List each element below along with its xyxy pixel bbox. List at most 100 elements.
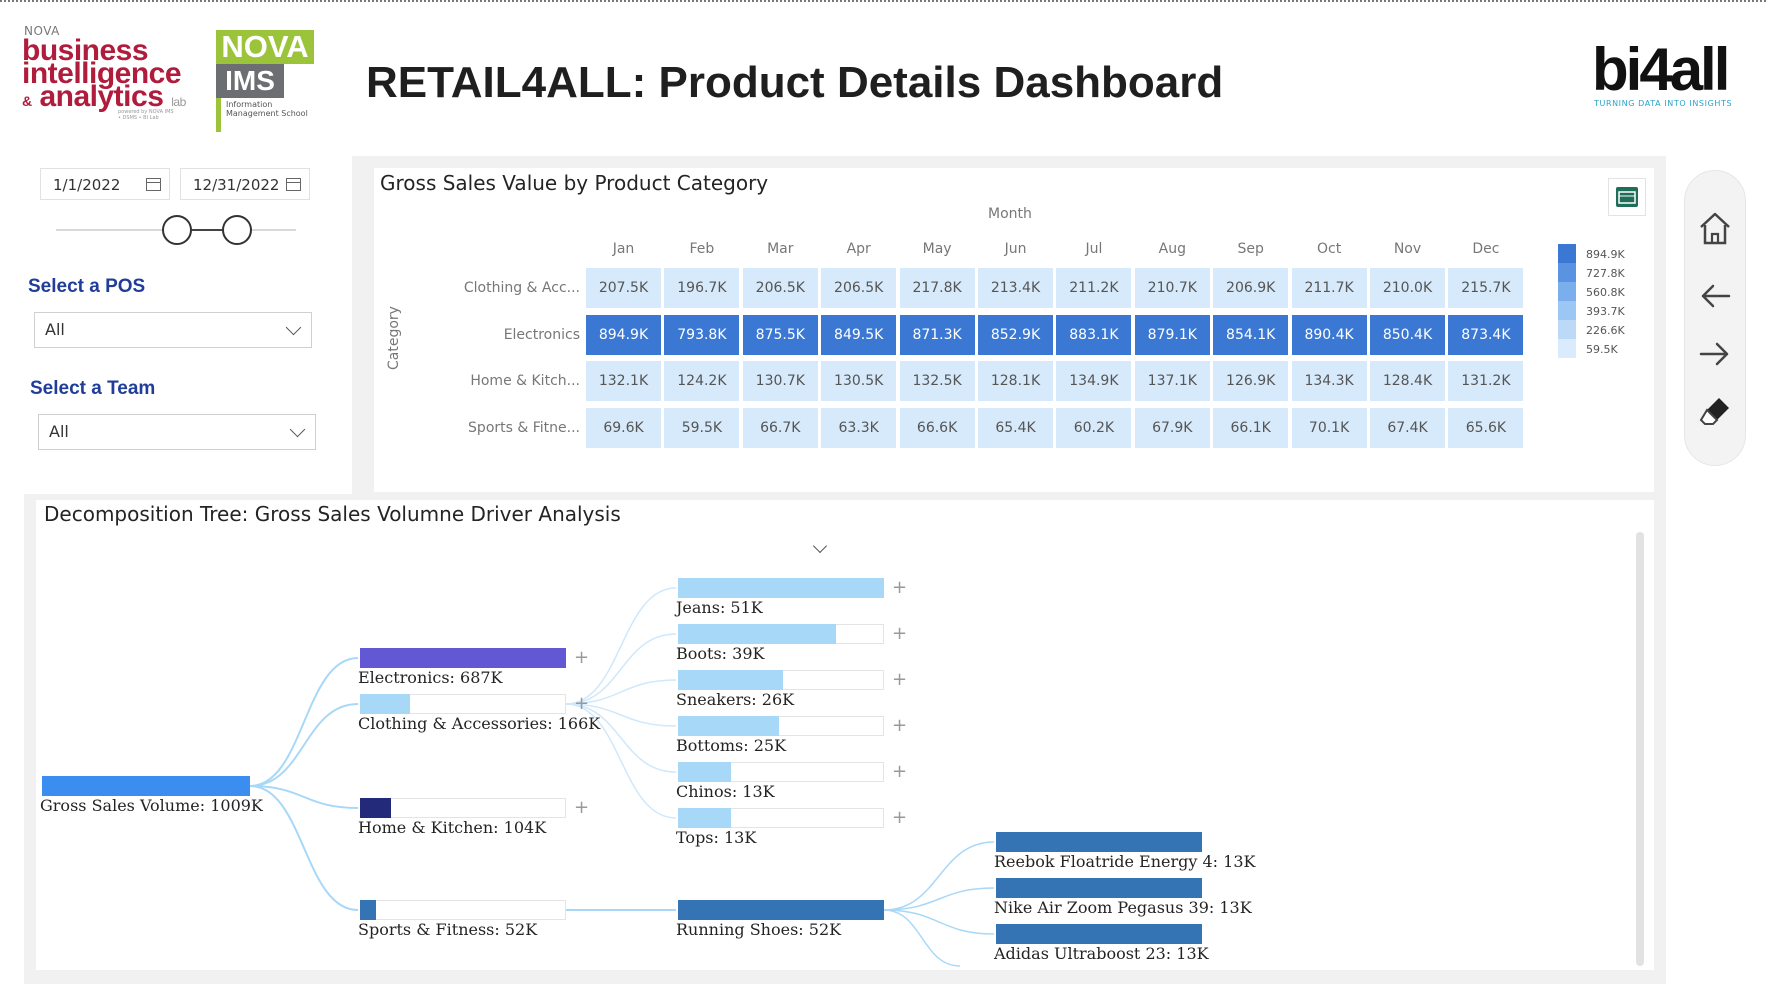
decomp-bar[interactable] — [678, 670, 784, 690]
expand-plus-icon[interactable]: + — [574, 797, 590, 818]
matrix-cell[interactable]: 206.5K — [742, 268, 818, 308]
matrix-cell[interactable]: 890.4K — [1291, 315, 1367, 355]
date-end-input[interactable]: 12/31/2022 — [180, 168, 310, 200]
legend-label: 59.5K — [1586, 343, 1618, 356]
matrix-cell[interactable]: 67.9K — [1134, 408, 1210, 448]
date-slider-start-handle[interactable] — [162, 215, 192, 245]
decomp-bar[interactable] — [678, 578, 884, 598]
matrix-cell[interactable]: 894.9K — [586, 315, 661, 355]
export-button[interactable] — [1608, 178, 1646, 216]
matrix-cell[interactable]: 131.2K — [1448, 361, 1524, 401]
decomp-node-label: Jeans: 51K — [676, 598, 763, 617]
team-dropdown-value: All — [49, 422, 69, 441]
decomp-link — [883, 909, 961, 967]
expand-plus-icon[interactable]: + — [574, 647, 590, 668]
home-button[interactable] — [1695, 208, 1735, 248]
matrix-cell[interactable]: 850.4K — [1370, 315, 1445, 355]
expand-plus-icon[interactable]: + — [574, 693, 590, 714]
expand-plus-icon[interactable]: + — [892, 761, 908, 782]
matrix-cell[interactable]: 879.1K — [1134, 315, 1210, 355]
matrix-cell[interactable]: 69.6K — [586, 408, 661, 448]
matrix-cell[interactable]: 210.0K — [1370, 268, 1445, 308]
decomp-link — [565, 703, 677, 773]
matrix-cell[interactable]: 134.9K — [1056, 361, 1132, 401]
month-header: Nov — [1393, 241, 1422, 257]
matrix-cell[interactable]: 130.7K — [742, 361, 818, 401]
matrix-cell[interactable]: 137.1K — [1134, 361, 1210, 401]
matrix-cell[interactable]: 128.1K — [978, 361, 1053, 401]
category-row-label: Sports & Fitne... — [468, 420, 580, 436]
matrix-cell[interactable]: 60.2K — [1056, 408, 1132, 448]
pos-filter-label: Select a POS — [28, 276, 146, 297]
decomp-bar[interactable] — [678, 808, 731, 828]
decomp-bar[interactable] — [678, 762, 731, 782]
expand-plus-icon[interactable]: + — [892, 669, 908, 690]
matrix-cell[interactable]: 132.5K — [899, 361, 975, 401]
decomp-link — [249, 657, 359, 787]
matrix-cell[interactable]: 873.4K — [1448, 315, 1524, 355]
decomp-bar[interactable] — [678, 900, 884, 920]
matrix-cell[interactable]: 59.5K — [664, 408, 740, 448]
date-start-value: 1/1/2022 — [53, 176, 121, 194]
decomp-bar[interactable] — [996, 878, 1202, 898]
decomp-bar[interactable] — [996, 832, 1202, 852]
decomp-bar[interactable] — [678, 624, 836, 644]
month-header: May — [922, 241, 952, 257]
matrix-cell[interactable]: 66.7K — [742, 408, 818, 448]
expand-plus-icon[interactable]: + — [892, 807, 908, 828]
matrix-cell[interactable]: 854.1K — [1213, 315, 1289, 355]
matrix-cell[interactable]: 196.7K — [664, 268, 740, 308]
forward-button[interactable] — [1695, 334, 1735, 374]
matrix-cell[interactable]: 793.8K — [664, 315, 740, 355]
matrix-cell[interactable]: 130.5K — [821, 361, 897, 401]
matrix-cell[interactable]: 65.6K — [1448, 408, 1524, 448]
matrix-cell[interactable]: 63.3K — [821, 408, 897, 448]
matrix-cell[interactable]: 211.7K — [1291, 268, 1367, 308]
decomp-bar[interactable] — [360, 648, 566, 668]
matrix-cell[interactable]: 206.5K — [821, 268, 897, 308]
decomp-node-label: Sports & Fitness: 52K — [358, 920, 538, 939]
calendar-icon[interactable] — [146, 178, 161, 191]
pos-dropdown[interactable]: All — [34, 312, 312, 348]
date-start-input[interactable]: 1/1/2022 — [40, 168, 170, 200]
clear-filters-button[interactable] — [1695, 390, 1735, 430]
matrix-cell[interactable]: 65.4K — [978, 408, 1053, 448]
decomp-bar[interactable] — [360, 694, 410, 714]
matrix-cell[interactable]: 871.3K — [899, 315, 975, 355]
expand-plus-icon[interactable]: + — [892, 623, 908, 644]
matrix-cell[interactable]: 66.1K — [1213, 408, 1289, 448]
decomp-title: Decomposition Tree: Gross Sales Volumne … — [44, 502, 621, 526]
matrix-cell[interactable]: 211.2K — [1056, 268, 1132, 308]
calendar-icon[interactable] — [286, 178, 301, 191]
matrix-cell[interactable]: 883.1K — [1056, 315, 1132, 355]
matrix-cell[interactable]: 66.6K — [899, 408, 975, 448]
team-dropdown[interactable]: All — [38, 414, 316, 450]
matrix-cell[interactable]: 852.9K — [978, 315, 1053, 355]
decomp-bar[interactable] — [360, 798, 392, 818]
decomp-bar[interactable] — [996, 924, 1202, 944]
matrix-cell[interactable]: 849.5K — [821, 315, 897, 355]
matrix-cell[interactable]: 132.1K — [586, 361, 661, 401]
matrix-cell[interactable]: 126.9K — [1213, 361, 1289, 401]
matrix-cell[interactable]: 124.2K — [664, 361, 740, 401]
expand-plus-icon[interactable]: + — [892, 577, 908, 598]
matrix-cell[interactable]: 70.1K — [1291, 408, 1367, 448]
matrix-cell[interactable]: 875.5K — [742, 315, 818, 355]
expand-plus-icon[interactable]: + — [892, 715, 908, 736]
matrix-cell[interactable]: 217.8K — [899, 268, 975, 308]
date-slider-end-handle[interactable] — [222, 215, 252, 245]
decomp-bar-bg[interactable] — [360, 900, 566, 920]
matrix-cell[interactable]: 67.4K — [1370, 408, 1445, 448]
matrix-cell[interactable]: 206.9K — [1213, 268, 1289, 308]
decomp-bar[interactable] — [42, 776, 250, 796]
matrix-cell[interactable]: 134.3K — [1291, 361, 1367, 401]
matrix-cell[interactable]: 128.4K — [1370, 361, 1445, 401]
matrix-cell[interactable]: 207.5K — [586, 268, 661, 308]
decomp-bar[interactable] — [678, 716, 779, 736]
decomp-bar[interactable] — [360, 900, 376, 920]
matrix-cell[interactable]: 215.7K — [1448, 268, 1524, 308]
matrix-cell[interactable]: 213.4K — [978, 268, 1053, 308]
decomp-scrollbar[interactable] — [1636, 532, 1644, 966]
matrix-cell[interactable]: 210.7K — [1134, 268, 1210, 308]
back-button[interactable] — [1695, 276, 1735, 316]
